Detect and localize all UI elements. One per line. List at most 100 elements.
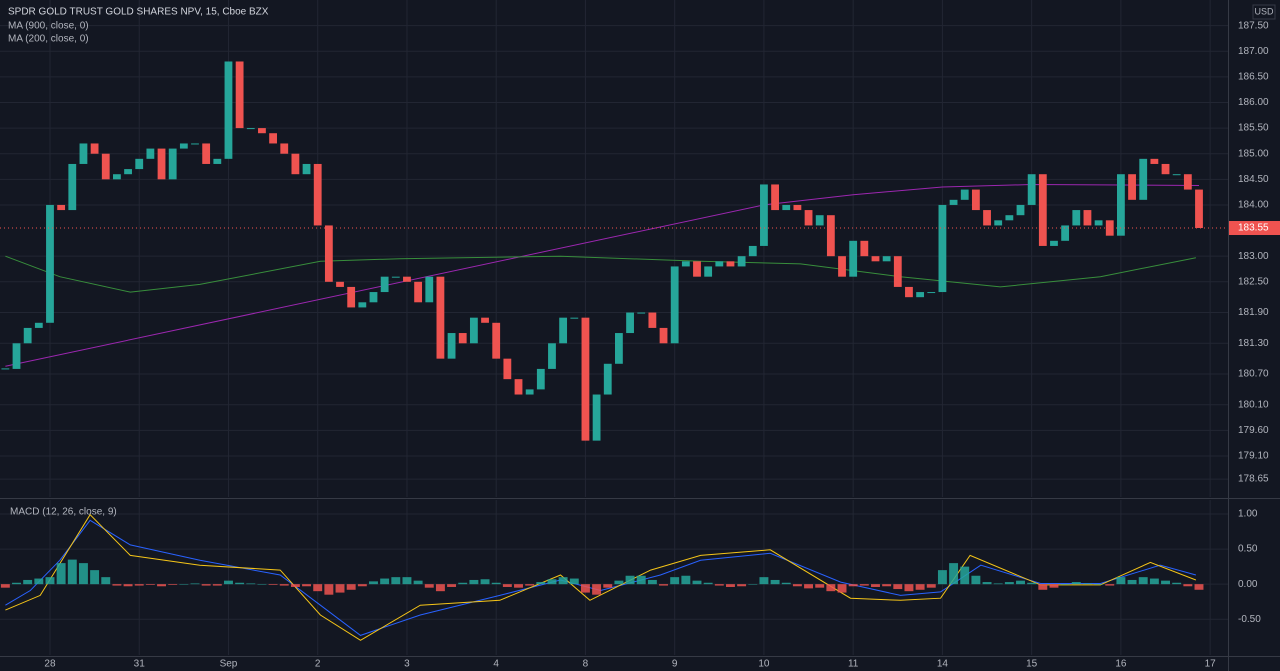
histogram-bar [123, 584, 133, 587]
candle [336, 281, 344, 287]
y-tick-label: 182.50 [1238, 276, 1269, 287]
candle [927, 292, 936, 294]
candle [235, 61, 244, 129]
candle [302, 163, 311, 175]
histogram-bar [536, 582, 546, 585]
candle [124, 169, 132, 175]
candle [492, 322, 501, 359]
candle [1, 368, 10, 370]
histogram-bar [681, 575, 691, 585]
histogram-bar [960, 566, 970, 585]
candle [46, 204, 54, 323]
candle [358, 302, 367, 308]
candle [291, 153, 300, 175]
candle [1105, 220, 1114, 236]
chart-title: SPDR GOLD TRUST GOLD SHARES NPV, 15, Cbo… [8, 7, 269, 18]
histogram-bar [212, 584, 222, 586]
histogram-bar [1183, 584, 1193, 587]
candle [916, 292, 925, 298]
candle [1038, 174, 1047, 246]
histogram-bar [759, 577, 769, 585]
candle [503, 358, 512, 380]
candle [101, 153, 110, 180]
histogram-bar [1027, 582, 1037, 585]
candle [525, 389, 534, 395]
histogram-bar [56, 563, 66, 585]
candle [202, 143, 211, 164]
candle [68, 163, 77, 211]
histogram-bar [290, 584, 300, 587]
indicator-lines [5, 183, 1200, 641]
histogram-bar [246, 583, 256, 585]
candle [983, 210, 991, 226]
candle [737, 256, 746, 267]
histogram-bar [1161, 580, 1170, 585]
y-tick-label: 180.70 [1238, 369, 1269, 380]
histogram-bar [413, 580, 423, 585]
candle [458, 333, 467, 344]
candle [269, 133, 277, 144]
candle [603, 363, 612, 395]
histogram-bar [369, 581, 378, 585]
candle [782, 204, 791, 211]
histogram-bar [1138, 577, 1148, 585]
legend-entry: MA (200, close, 0) [8, 34, 89, 45]
candle [514, 379, 523, 395]
histogram-bar [45, 577, 55, 585]
y-tick-label: 179.10 [1238, 451, 1269, 462]
candle [971, 189, 980, 211]
histogram-bar [558, 577, 568, 585]
x-tick-label: 15 [1026, 659, 1038, 670]
marks [0, 61, 1228, 595]
x-tick-label: 3 [404, 659, 410, 670]
candle [570, 317, 579, 319]
candle [1005, 215, 1014, 221]
candle [146, 148, 155, 159]
candle [313, 163, 322, 226]
candle [157, 148, 166, 180]
candle [826, 215, 835, 257]
labels: SPDR GOLD TRUST GOLD SHARES NPV, 15, Cbo… [8, 4, 1280, 670]
y-tick-label: 181.30 [1238, 338, 1269, 349]
histogram-bar [1172, 582, 1182, 585]
candle [1061, 225, 1070, 241]
histogram-bar [1194, 584, 1204, 590]
candle [960, 189, 969, 200]
histogram-bar [826, 584, 836, 592]
candle [693, 261, 701, 277]
histogram-bar [1116, 577, 1126, 585]
histogram-bar [703, 582, 713, 585]
histogram-bar [726, 584, 735, 587]
candle [1072, 210, 1081, 226]
histogram-bar [859, 584, 869, 586]
candle [414, 281, 423, 303]
candle [1161, 163, 1170, 175]
histogram-bar [748, 584, 758, 585]
x-tick-label: 9 [672, 659, 678, 670]
x-tick-label: 2 [315, 659, 321, 670]
histogram-bar [1016, 580, 1025, 585]
macd-line [5, 513, 1197, 641]
histogram-bar [547, 579, 557, 585]
macd-line [5, 519, 1197, 636]
x-tick-label: 10 [758, 659, 770, 670]
histogram-bar [480, 579, 490, 585]
currency: USD [1254, 6, 1274, 16]
histogram-bar [0, 584, 10, 588]
candle [882, 256, 891, 262]
histogram-bar [458, 582, 468, 585]
candle [391, 276, 400, 278]
candle [871, 256, 880, 262]
histogram-bar [926, 584, 936, 588]
candle [860, 240, 869, 257]
histogram-bar [23, 579, 33, 585]
y-tick-label: 184.50 [1238, 174, 1269, 185]
candle [670, 266, 679, 344]
candle [1183, 174, 1192, 190]
histogram-bar [402, 577, 412, 585]
y-tick-label: 1.00 [1238, 509, 1258, 520]
y-tick-label: 184.00 [1238, 200, 1269, 211]
histogram-bar [78, 563, 88, 585]
histogram-bar [636, 575, 646, 585]
candle [447, 333, 456, 359]
